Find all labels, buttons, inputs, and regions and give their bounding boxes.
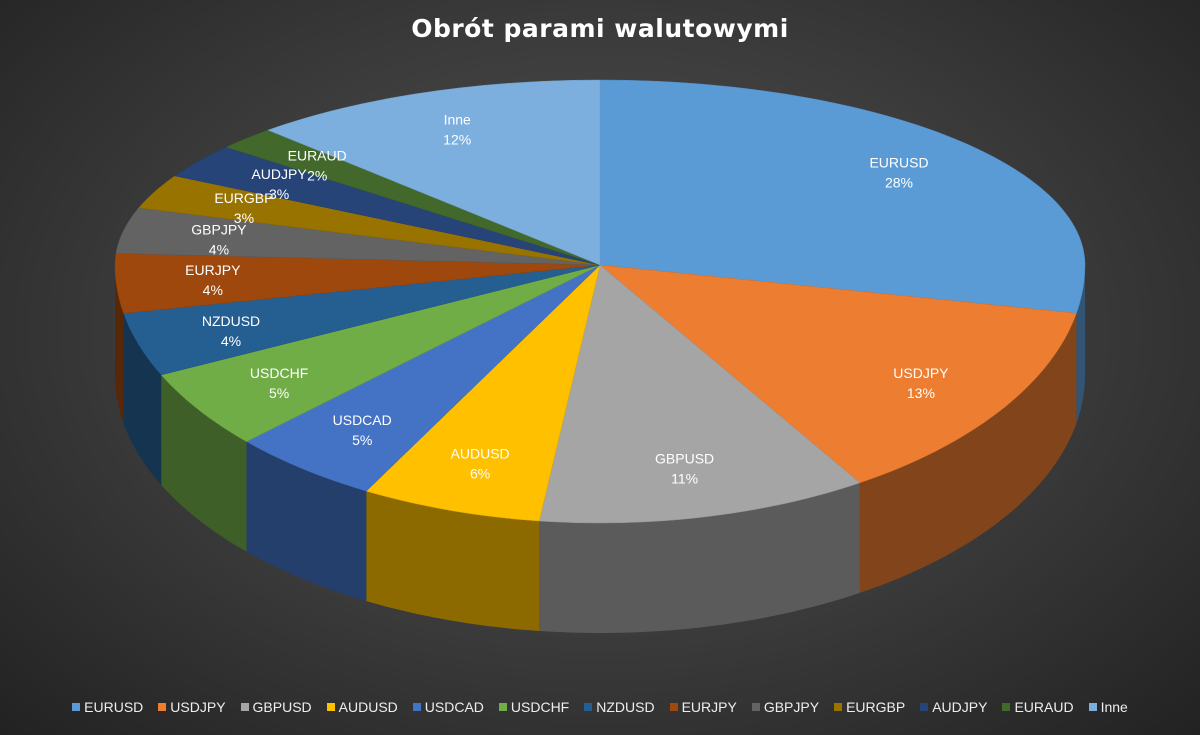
legend-item-gbpjpy: GBPJPY — [751, 699, 820, 715]
slice-label-name: GBPUSD — [655, 450, 714, 466]
pie-slice-eurusd[interactable] — [599, 79, 1086, 314]
pie-slice-audusd[interactable] — [365, 264, 601, 522]
slice-label-name: USDJPY — [893, 365, 949, 381]
slice-label-name: AUDUSD — [451, 445, 510, 461]
legend-item-usdjpy: USDJPY — [158, 699, 226, 715]
legend-label: GBPUSD — [252, 699, 312, 715]
legend-label: USDJPY — [170, 699, 226, 715]
legend-swatch — [920, 703, 929, 711]
pie-slice-nzdusd[interactable] — [123, 264, 601, 376]
slice-label-value: 12% — [443, 131, 471, 147]
slice-label-name: USDCAD — [333, 412, 392, 428]
legend-item-euraud: EURAUD — [1002, 699, 1074, 715]
slice-label-value: 4% — [209, 241, 229, 257]
slice-label-name: EURUSD — [869, 155, 928, 171]
legend-label: EURGBP — [846, 699, 906, 715]
legend-item-audusd: AUDUSD — [326, 699, 398, 715]
legend: EURUSD USDJPY GBPUSD AUDUSD USDCAD USDCHF NZDU… — [0, 699, 1200, 715]
legend-swatch — [1088, 703, 1097, 711]
legend-swatch — [669, 703, 678, 711]
slice-label-value: 4% — [203, 282, 223, 298]
legend-swatch — [498, 703, 507, 711]
pie-side-gbpusd — [539, 482, 860, 633]
legend-swatch — [326, 703, 335, 711]
pie-slice-usdcad[interactable] — [245, 264, 601, 492]
pie-slice-gbpusd[interactable] — [538, 264, 861, 524]
pie-slice-usdchf[interactable] — [160, 264, 601, 442]
pie-slice-usdjpy[interactable] — [599, 264, 1077, 484]
legend-swatch — [834, 703, 843, 711]
pie-slice-audjpy[interactable] — [174, 146, 601, 266]
pie-side-nzdusd — [123, 313, 162, 485]
slice-label-name: NZDUSD — [202, 313, 260, 329]
slice-label-value: 2% — [307, 168, 327, 184]
slice-label-value: 5% — [269, 385, 289, 401]
slice-label-name: EURAUD — [288, 148, 347, 164]
legend-label: AUDUSD — [338, 699, 398, 715]
legend-label: AUDJPY — [932, 699, 988, 715]
slice-label-value: 6% — [470, 465, 490, 481]
legend-item-inne: Inne — [1088, 699, 1128, 715]
legend-item-nzdusd: NZDUSD — [584, 699, 655, 715]
legend-label: USDCHF — [510, 699, 570, 715]
legend-label: EURUSD — [84, 699, 144, 715]
slice-label-name: USDCHF — [250, 365, 308, 381]
legend-label: EURJPY — [681, 699, 737, 715]
slice-label-value: 28% — [885, 175, 913, 191]
slice-label-name: GBPJPY — [191, 221, 247, 237]
legend-label: EURAUD — [1014, 699, 1074, 715]
pie-chart: EURUSD 28% USDJPY 13% GBPUSD 11% AUDUSD 6% USDCA… — [114, 79, 1086, 633]
slice-label-name: EURGBP — [214, 190, 273, 206]
legend-swatch — [158, 703, 167, 711]
pie-side-audusd — [366, 491, 540, 631]
legend-item-eurjpy: EURJPY — [669, 699, 737, 715]
legend-swatch — [751, 703, 760, 711]
pie-side-eurjpy — [115, 265, 124, 424]
legend-item-eurusd: EURUSD — [72, 699, 143, 715]
slice-label-value: 11% — [671, 470, 698, 486]
slice-label-name: EURJPY — [185, 262, 241, 278]
legend-label: GBPJPY — [763, 699, 820, 715]
slice-label-value: 4% — [221, 333, 241, 349]
legend-swatch — [72, 703, 81, 711]
legend-label: NZDUSD — [596, 699, 655, 715]
slice-label-name: AUDJPY — [251, 166, 307, 182]
slice-label-value: 5% — [352, 432, 372, 448]
legend-swatch — [240, 703, 249, 711]
legend-item-usdcad: USDCAD — [412, 699, 484, 715]
legend-label: Inne — [1100, 699, 1128, 715]
slice-label-value: 13% — [907, 385, 935, 401]
pie-side-usdjpy — [859, 313, 1077, 593]
legend-item-audjpy: AUDJPY — [920, 699, 987, 715]
legend-swatch — [412, 703, 421, 711]
pie-side-eurusd — [1076, 265, 1085, 424]
legend-swatch — [584, 703, 593, 711]
pie-side-usdchf — [161, 374, 247, 552]
pie-slice-inne[interactable] — [267, 79, 601, 266]
slice-label-value: 3% — [234, 210, 254, 226]
legend-item-usdchf: USDCHF — [498, 699, 570, 715]
slice-label-value: 3% — [269, 186, 289, 202]
pie-slice-eurgbp[interactable] — [138, 175, 601, 266]
chart-title: Obrót parami walutowymi — [411, 14, 789, 43]
pie-slice-euraud[interactable] — [225, 129, 601, 266]
legend-swatch — [1002, 703, 1011, 711]
pie-slice-eurjpy[interactable] — [114, 253, 601, 314]
legend-label: USDCAD — [424, 699, 484, 715]
legend-item-eurgbp: EURGBP — [834, 699, 905, 715]
pie-side-usdcad — [246, 441, 367, 602]
legend-item-gbpusd: GBPUSD — [240, 699, 312, 715]
slice-label-name: Inne — [444, 111, 471, 127]
pie-slice-gbpjpy[interactable] — [115, 207, 601, 266]
